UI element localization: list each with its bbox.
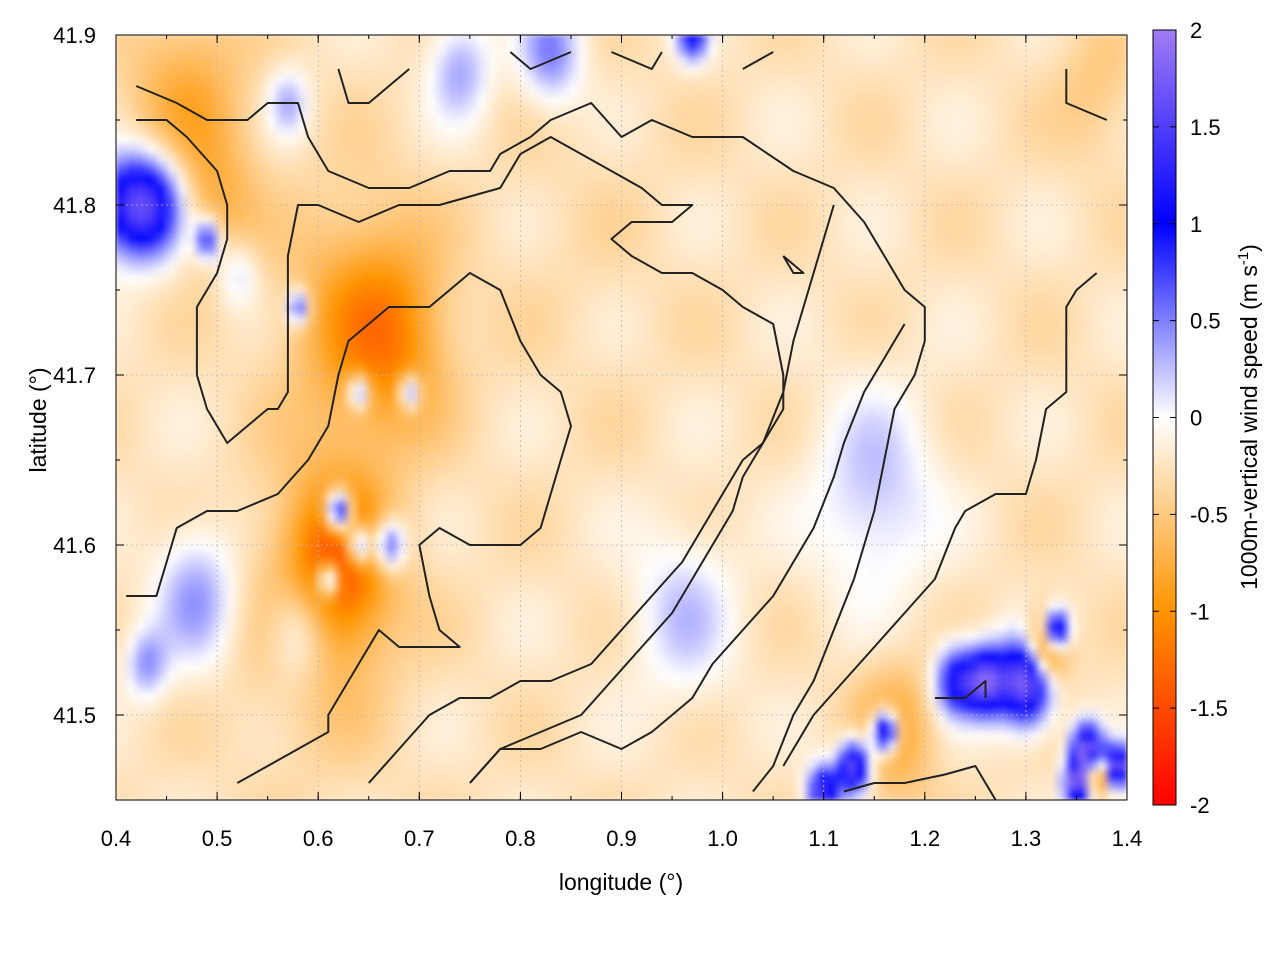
contour-line [337,68,410,104]
contour-line [611,51,663,70]
x-tick-label: 0.9 [606,826,637,851]
y-axis-title: latitude (°) [25,367,51,472]
colorbar-tick-label: -1.5 [1190,696,1228,721]
colorbar-tick-label: -2 [1190,793,1210,818]
contour-line [368,204,835,784]
contour-line [1065,69,1108,121]
y-tick-label: 41.5 [53,703,96,728]
colorbar-tick-label: 0 [1190,406,1202,431]
colorbar-tick-label: 1.5 [1190,115,1221,140]
contour-line [934,680,987,699]
contour-line [742,51,774,70]
x-tick-label: 0.5 [202,826,233,851]
y-tick-label: 41.9 [53,23,96,48]
grid-lines [116,35,1127,800]
x-tick-label: 0.6 [303,826,334,851]
colorbar-title-suffix: ) [1236,244,1262,252]
colorbar-tick-label: 1 [1190,212,1202,237]
colorbar-tick-label: 0.5 [1190,309,1221,334]
contour-lines [126,51,1108,800]
colorbar: 2 1.5 1 0.5 0 -0.5 -1 -1.5 -2 1000m-vertical win… [1152,18,1262,818]
x-tick-label: 0.4 [101,826,132,851]
x-axis-title: longitude (°) [559,869,683,895]
y-tick-label: 41.7 [53,363,96,388]
contour-line [126,272,572,784]
y-tick-label: 41.8 [53,193,96,218]
colorbar-tick-label: -1 [1190,599,1210,624]
colorbar-title-exponent: -1 [1235,252,1252,265]
contour-line [136,119,785,784]
heatmap-image [116,35,1127,800]
contour-line [782,272,1098,767]
contour-line [782,255,805,274]
colorbar-tick-label: -0.5 [1190,502,1228,527]
colorbar-title: 1000m-vertical wind speed (m s-1) [1235,244,1262,590]
y-tick-label: 41.6 [53,533,96,558]
colorbar-tick-label: 2 [1190,18,1202,43]
x-tick-label: 1.3 [1011,826,1042,851]
x-tick-label: 1.2 [910,826,941,851]
contour-line [843,765,997,800]
x-tick-label: 1.0 [707,826,738,851]
contour-line [509,51,572,70]
x-axis-ticks: 0.4 0.5 0.6 0.7 0.8 0.9 1.0 1.1 1.2 1.3 1.4 [101,35,1143,851]
x-tick-label: 1.1 [808,826,839,851]
x-tick-label: 0.8 [505,826,536,851]
y-axis-ticks: 41.5 41.6 41.7 41.8 41.9 [53,23,1127,801]
colorbar-ticks: 2 1.5 1 0.5 0 -0.5 -1 -1.5 -2 [1153,18,1228,818]
contour-line [135,85,926,793]
x-tick-label: 0.7 [404,826,435,851]
colorbar-title-main: 1000m-vertical wind speed (m s [1236,265,1262,590]
contour-line [469,323,906,784]
x-tick-label: 1.4 [1112,826,1143,851]
heatmap-layer [116,35,1127,800]
